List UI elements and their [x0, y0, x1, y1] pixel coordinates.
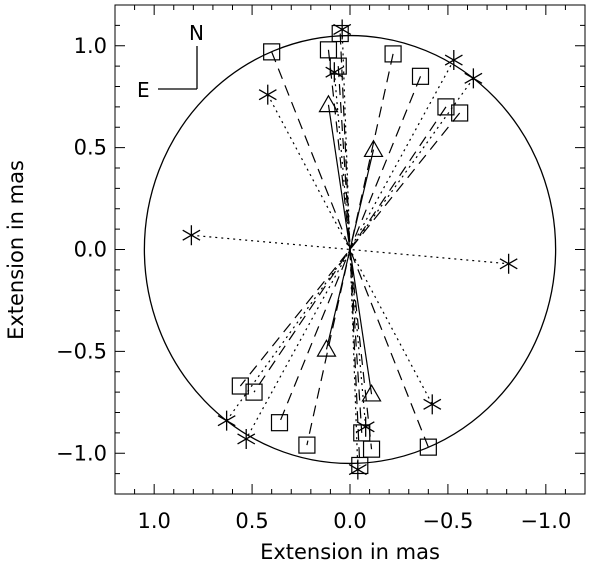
- connector-lines: [191, 29, 509, 470]
- x-tick-label: 0.0: [333, 509, 366, 533]
- marker-square: [353, 424, 371, 442]
- reference-circle: [143, 34, 557, 465]
- marker-triangle: [361, 383, 382, 402]
- marker-triangle: [363, 139, 384, 158]
- x-tick-label: 0.5: [235, 509, 268, 533]
- marker-square: [384, 45, 402, 63]
- marker-square: [263, 43, 281, 61]
- marker-asterisk: [444, 50, 463, 71]
- marker-square: [319, 41, 338, 59]
- marker-square: [329, 57, 347, 75]
- x-tick-label: 1.0: [137, 509, 170, 533]
- data-markers: [182, 19, 518, 480]
- marker-asterisk: [423, 394, 442, 415]
- compass: N E: [137, 21, 204, 102]
- marker-square: [411, 67, 430, 85]
- marker-asterisk: [325, 62, 344, 83]
- marker-triangle: [316, 339, 337, 357]
- connector-line-asterisk: [341, 29, 359, 470]
- marker-asterisk: [237, 428, 256, 449]
- compass-north-label: N: [189, 21, 204, 45]
- tick-labels: 1.0 0.5 0.0 −0.5 −1.0 −1.0 −0.5 0.0 0.5 1.0: [56, 34, 571, 533]
- marker-square: [437, 98, 455, 116]
- axis-ticks: [115, 5, 585, 494]
- marker-asterisk: [356, 416, 375, 437]
- y-axis-title: Extension in mas: [4, 160, 28, 340]
- y-tick-label: 1.0: [74, 34, 107, 58]
- marker-asterisk: [464, 68, 483, 89]
- x-axis-title: Extension in mas: [260, 540, 440, 564]
- marker-square: [419, 438, 437, 456]
- marker-square: [270, 414, 289, 432]
- y-tick-label: 0.0: [74, 238, 107, 262]
- marker-asterisk: [182, 225, 201, 246]
- y-tick-label: −1.0: [56, 441, 107, 465]
- marker-triangle: [318, 94, 339, 113]
- connector-line-triangle: [325, 149, 375, 350]
- marker-asterisk: [499, 253, 518, 274]
- y-tick-label: −0.5: [56, 339, 107, 363]
- compass-east-label: E: [137, 78, 150, 102]
- connector-line-asterisk: [191, 234, 509, 265]
- connector-line-square: [239, 112, 461, 387]
- marker-square: [451, 104, 469, 122]
- y-tick-label: 0.5: [74, 136, 107, 160]
- marker-square: [331, 24, 349, 43]
- marker-asterisk: [217, 410, 236, 431]
- marker-square: [362, 440, 381, 458]
- marker-square: [245, 383, 263, 401]
- marker-asterisk: [258, 84, 277, 105]
- marker-square: [231, 377, 249, 395]
- x-tick-label: −1.0: [520, 509, 571, 533]
- marker-square: [298, 436, 316, 454]
- x-tick-label: −0.5: [422, 509, 473, 533]
- marker-square: [351, 456, 369, 475]
